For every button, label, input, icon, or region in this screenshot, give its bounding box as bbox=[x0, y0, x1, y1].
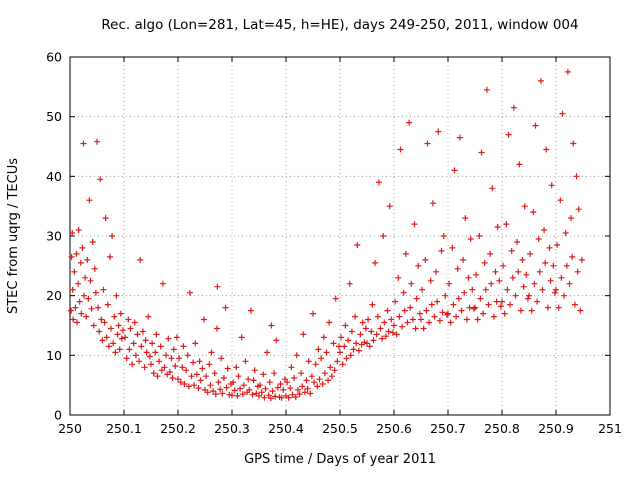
x-tick-label: 251 bbox=[598, 421, 622, 436]
chart-title: Rec. algo (Lon=281, Lat=45, h=HE), days … bbox=[101, 17, 578, 33]
y-tick-label: 0 bbox=[54, 408, 62, 423]
x-tick-label: 250.3 bbox=[214, 421, 250, 436]
y-tick-label: 30 bbox=[46, 229, 62, 244]
x-tick-label: 250.5 bbox=[322, 421, 358, 436]
x-tick-label: 250.8 bbox=[484, 421, 520, 436]
x-axis-label: GPS time / Days of year 2011 bbox=[244, 452, 436, 467]
y-tick-labels: 0 10 20 30 40 50 60 bbox=[46, 50, 62, 423]
y-tick-label: 60 bbox=[46, 50, 62, 65]
x-tick-label: 250.9 bbox=[538, 421, 574, 436]
y-tick-label: 20 bbox=[46, 288, 62, 303]
y-axis-label: STEC from uqrg / TECUs bbox=[6, 158, 21, 314]
x-tick-label: 250.7 bbox=[430, 421, 466, 436]
x-tick-label: 250.4 bbox=[268, 421, 304, 436]
x-tick-label: 250.1 bbox=[106, 421, 142, 436]
x-tick-label: 250 bbox=[58, 421, 82, 436]
axis-ticks bbox=[69, 56, 611, 416]
x-tick-label: 250.2 bbox=[160, 421, 196, 436]
y-tick-label: 10 bbox=[46, 348, 62, 363]
x-tick-labels: 250 250.1 250.2 250.3 250.4 250.5 250.6 250.7 25… bbox=[58, 421, 622, 436]
y-tick-label: 40 bbox=[46, 169, 62, 184]
x-tick-label: 250.6 bbox=[376, 421, 412, 436]
data-points bbox=[68, 68, 585, 402]
y-tick-label: 50 bbox=[46, 109, 62, 124]
